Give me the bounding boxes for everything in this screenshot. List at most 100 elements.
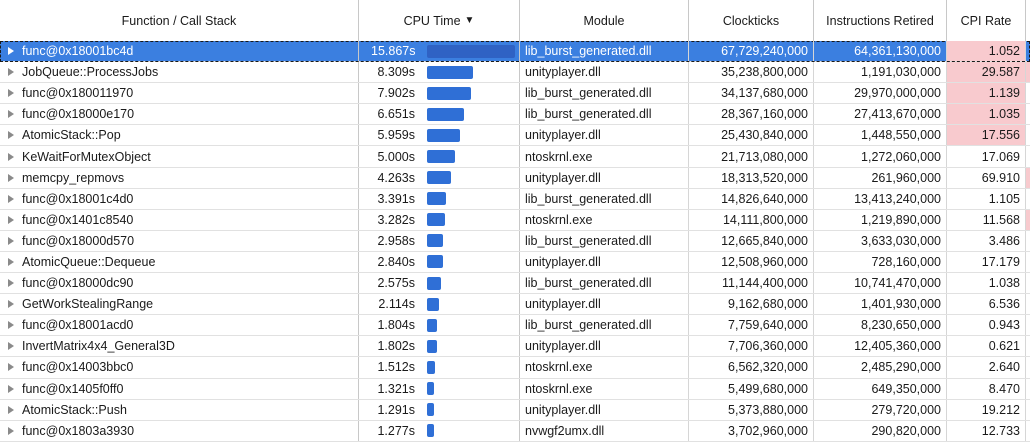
table-row[interactable]: func@0x18001acd0 1.804s lib_burst_generate… [0, 315, 1030, 337]
cpu-time-cell: 4.263s [359, 167, 520, 188]
instructions-retired-cell: 13,413,240,000 [814, 188, 947, 209]
expand-arrow-icon[interactable] [8, 110, 14, 119]
table-row[interactable]: func@0x18000d570 2.958s lib_burst_generate… [0, 230, 1030, 252]
table-row[interactable]: func@0x180011970 7.902s lib_burst_generate… [0, 83, 1030, 105]
expand-arrow-icon[interactable] [8, 68, 14, 77]
cpu-time-cell: 2.840s [359, 251, 520, 273]
table-row[interactable]: memcpy_repmovs 4.263s unityplayer.dll 18,31… [0, 167, 1030, 189]
column-header-module[interactable]: Module [520, 0, 689, 41]
table-row[interactable]: AtomicStack::Push 1.291s unityplayer.dll 5,… [0, 399, 1030, 421]
expand-arrow-icon[interactable] [8, 279, 14, 288]
expand-arrow-icon[interactable] [8, 321, 14, 330]
clockticks-cell: 25,430,840,000 [689, 125, 814, 146]
function-cell[interactable]: func@0x1803a3930 [0, 420, 359, 441]
cpu-time-bar [427, 234, 443, 248]
cpu-time-bar-track [427, 318, 515, 332]
table-row[interactable]: func@0x14003bbc0 1.512s ntoskrnl.exe 6,562,… [0, 357, 1030, 379]
expand-arrow-icon[interactable] [8, 47, 14, 56]
expand-arrow-icon[interactable] [8, 300, 14, 309]
cpu-time-bar [427, 382, 434, 396]
cpi-rate-cell: 1.139 [947, 83, 1026, 104]
function-cell[interactable]: func@0x18001acd0 [0, 315, 359, 336]
module-cell: lib_burst_generated.dll [520, 230, 689, 251]
next-column-edge [1026, 62, 1030, 83]
function-cell[interactable]: func@0x18000e170 [0, 104, 359, 125]
expand-arrow-icon[interactable] [8, 384, 14, 393]
function-cell[interactable]: AtomicStack::Push [0, 399, 359, 420]
function-cell[interactable]: GetWorkStealingRange [0, 294, 359, 315]
expand-arrow-icon[interactable] [8, 257, 14, 266]
clockticks-cell: 35,238,800,000 [689, 62, 814, 83]
function-cell[interactable]: AtomicQueue::Dequeue [0, 251, 359, 273]
function-cell[interactable]: KeWaitForMutexObject [0, 146, 359, 167]
module-cell: lib_burst_generated.dll [520, 315, 689, 336]
table-row[interactable]: JobQueue::ProcessJobs 8.309s unityplayer.d… [0, 62, 1030, 84]
instructions-retired-cell: 64,361,130,000 [814, 41, 947, 62]
table-row[interactable]: func@0x18000e170 6.651s lib_burst_generate… [0, 104, 1030, 126]
column-header-cpu-time[interactable]: CPU Time ▼ [359, 0, 520, 41]
function-name: InvertMatrix4x4_General3D [22, 339, 175, 354]
column-header-cpi-rate[interactable]: CPI Rate [947, 0, 1026, 41]
cpu-time-bar [427, 424, 434, 438]
cpi-rate-cell: 1.038 [947, 273, 1026, 294]
function-cell[interactable]: InvertMatrix4x4_General3D [0, 336, 359, 357]
cpu-time-bar [427, 318, 437, 332]
next-column-edge [1026, 357, 1030, 377]
expand-arrow-icon[interactable] [8, 89, 14, 98]
expand-arrow-icon[interactable] [8, 426, 14, 435]
table-row[interactable]: func@0x18000dc90 2.575s lib_burst_generate… [0, 273, 1030, 295]
cpu-time-bar [427, 403, 434, 417]
function-cell[interactable]: func@0x14003bbc0 [0, 357, 359, 378]
cpu-time-cell: 2.958s [359, 230, 520, 251]
table-row[interactable]: func@0x1405f0ff0 1.321s ntoskrnl.exe 5,499,… [0, 378, 1030, 400]
table-row[interactable]: GetWorkStealingRange 2.114s unityplayer.dl… [0, 294, 1030, 316]
column-header-clockticks[interactable]: Clockticks [689, 0, 814, 41]
column-header-instructions-retired[interactable]: Instructions Retired [814, 0, 947, 41]
clockticks-cell: 12,665,840,000 [689, 230, 814, 251]
function-cell[interactable]: func@0x18000dc90 [0, 273, 359, 294]
expand-arrow-icon[interactable] [8, 152, 14, 161]
expand-arrow-icon[interactable] [8, 363, 14, 372]
function-name: func@0x18001acd0 [22, 318, 134, 333]
instructions-retired-cell: 12,405,360,000 [814, 336, 947, 357]
next-column-edge [1026, 125, 1030, 145]
table-row[interactable]: InvertMatrix4x4_General3D 1.802s unityplay… [0, 336, 1030, 358]
module-cell: lib_burst_generated.dll [520, 188, 689, 209]
cpu-time-value: 4.263s [377, 170, 415, 185]
expand-arrow-icon[interactable] [8, 173, 14, 182]
cpu-time-cell: 5.000s [359, 146, 520, 167]
table-row[interactable]: AtomicStack::Pop 5.959s unityplayer.dll 25,… [0, 125, 1030, 147]
cpu-time-bar-track [427, 86, 515, 100]
cpi-rate-cell: 2.640 [947, 357, 1026, 378]
table-row[interactable]: AtomicQueue::Dequeue 2.840s unityplayer.dl… [0, 251, 1030, 274]
function-cell[interactable]: func@0x18001bc4d [0, 41, 359, 62]
function-cell[interactable]: func@0x1405f0ff0 [0, 378, 359, 399]
expand-arrow-icon[interactable] [8, 236, 14, 245]
instructions-retired-cell: 1,219,890,000 [814, 209, 947, 230]
expand-arrow-icon[interactable] [8, 342, 14, 351]
column-header-cpu-time-label: CPU Time [403, 13, 461, 28]
table-row[interactable]: func@0x1803a3930 1.277s nvwgf2umx.dll 3,702… [0, 420, 1030, 442]
function-cell[interactable]: memcpy_repmovs [0, 167, 359, 188]
expand-arrow-icon[interactable] [8, 194, 14, 203]
function-cell[interactable]: JobQueue::ProcessJobs [0, 62, 359, 83]
expand-arrow-icon[interactable] [8, 215, 14, 224]
cpu-time-bar [427, 255, 443, 269]
module-cell: ntoskrnl.exe [520, 378, 689, 399]
function-cell[interactable]: func@0x18000d570 [0, 230, 359, 251]
column-header-function[interactable]: Function / Call Stack [0, 0, 359, 41]
expand-arrow-icon[interactable] [8, 405, 14, 414]
table-row[interactable]: KeWaitForMutexObject 5.000s ntoskrnl.exe 21… [0, 146, 1030, 168]
table-row[interactable]: func@0x18001c4d0 3.391s lib_burst_generate… [0, 188, 1030, 210]
table-row[interactable]: func@0x18001bc4d 15.867s lib_burst_generat… [0, 41, 1030, 63]
clockticks-cell: 9,162,680,000 [689, 294, 814, 315]
expand-arrow-icon[interactable] [8, 131, 14, 140]
function-cell[interactable]: func@0x180011970 [0, 83, 359, 104]
function-cell[interactable]: AtomicStack::Pop [0, 125, 359, 146]
column-header-clockticks-label: Clockticks [722, 13, 780, 28]
table-row[interactable]: func@0x1401c8540 3.282s ntoskrnl.exe 14,111… [0, 209, 1030, 231]
cpu-time-bar [427, 65, 473, 79]
function-cell[interactable]: func@0x1401c8540 [0, 209, 359, 230]
function-cell[interactable]: func@0x18001c4d0 [0, 188, 359, 209]
